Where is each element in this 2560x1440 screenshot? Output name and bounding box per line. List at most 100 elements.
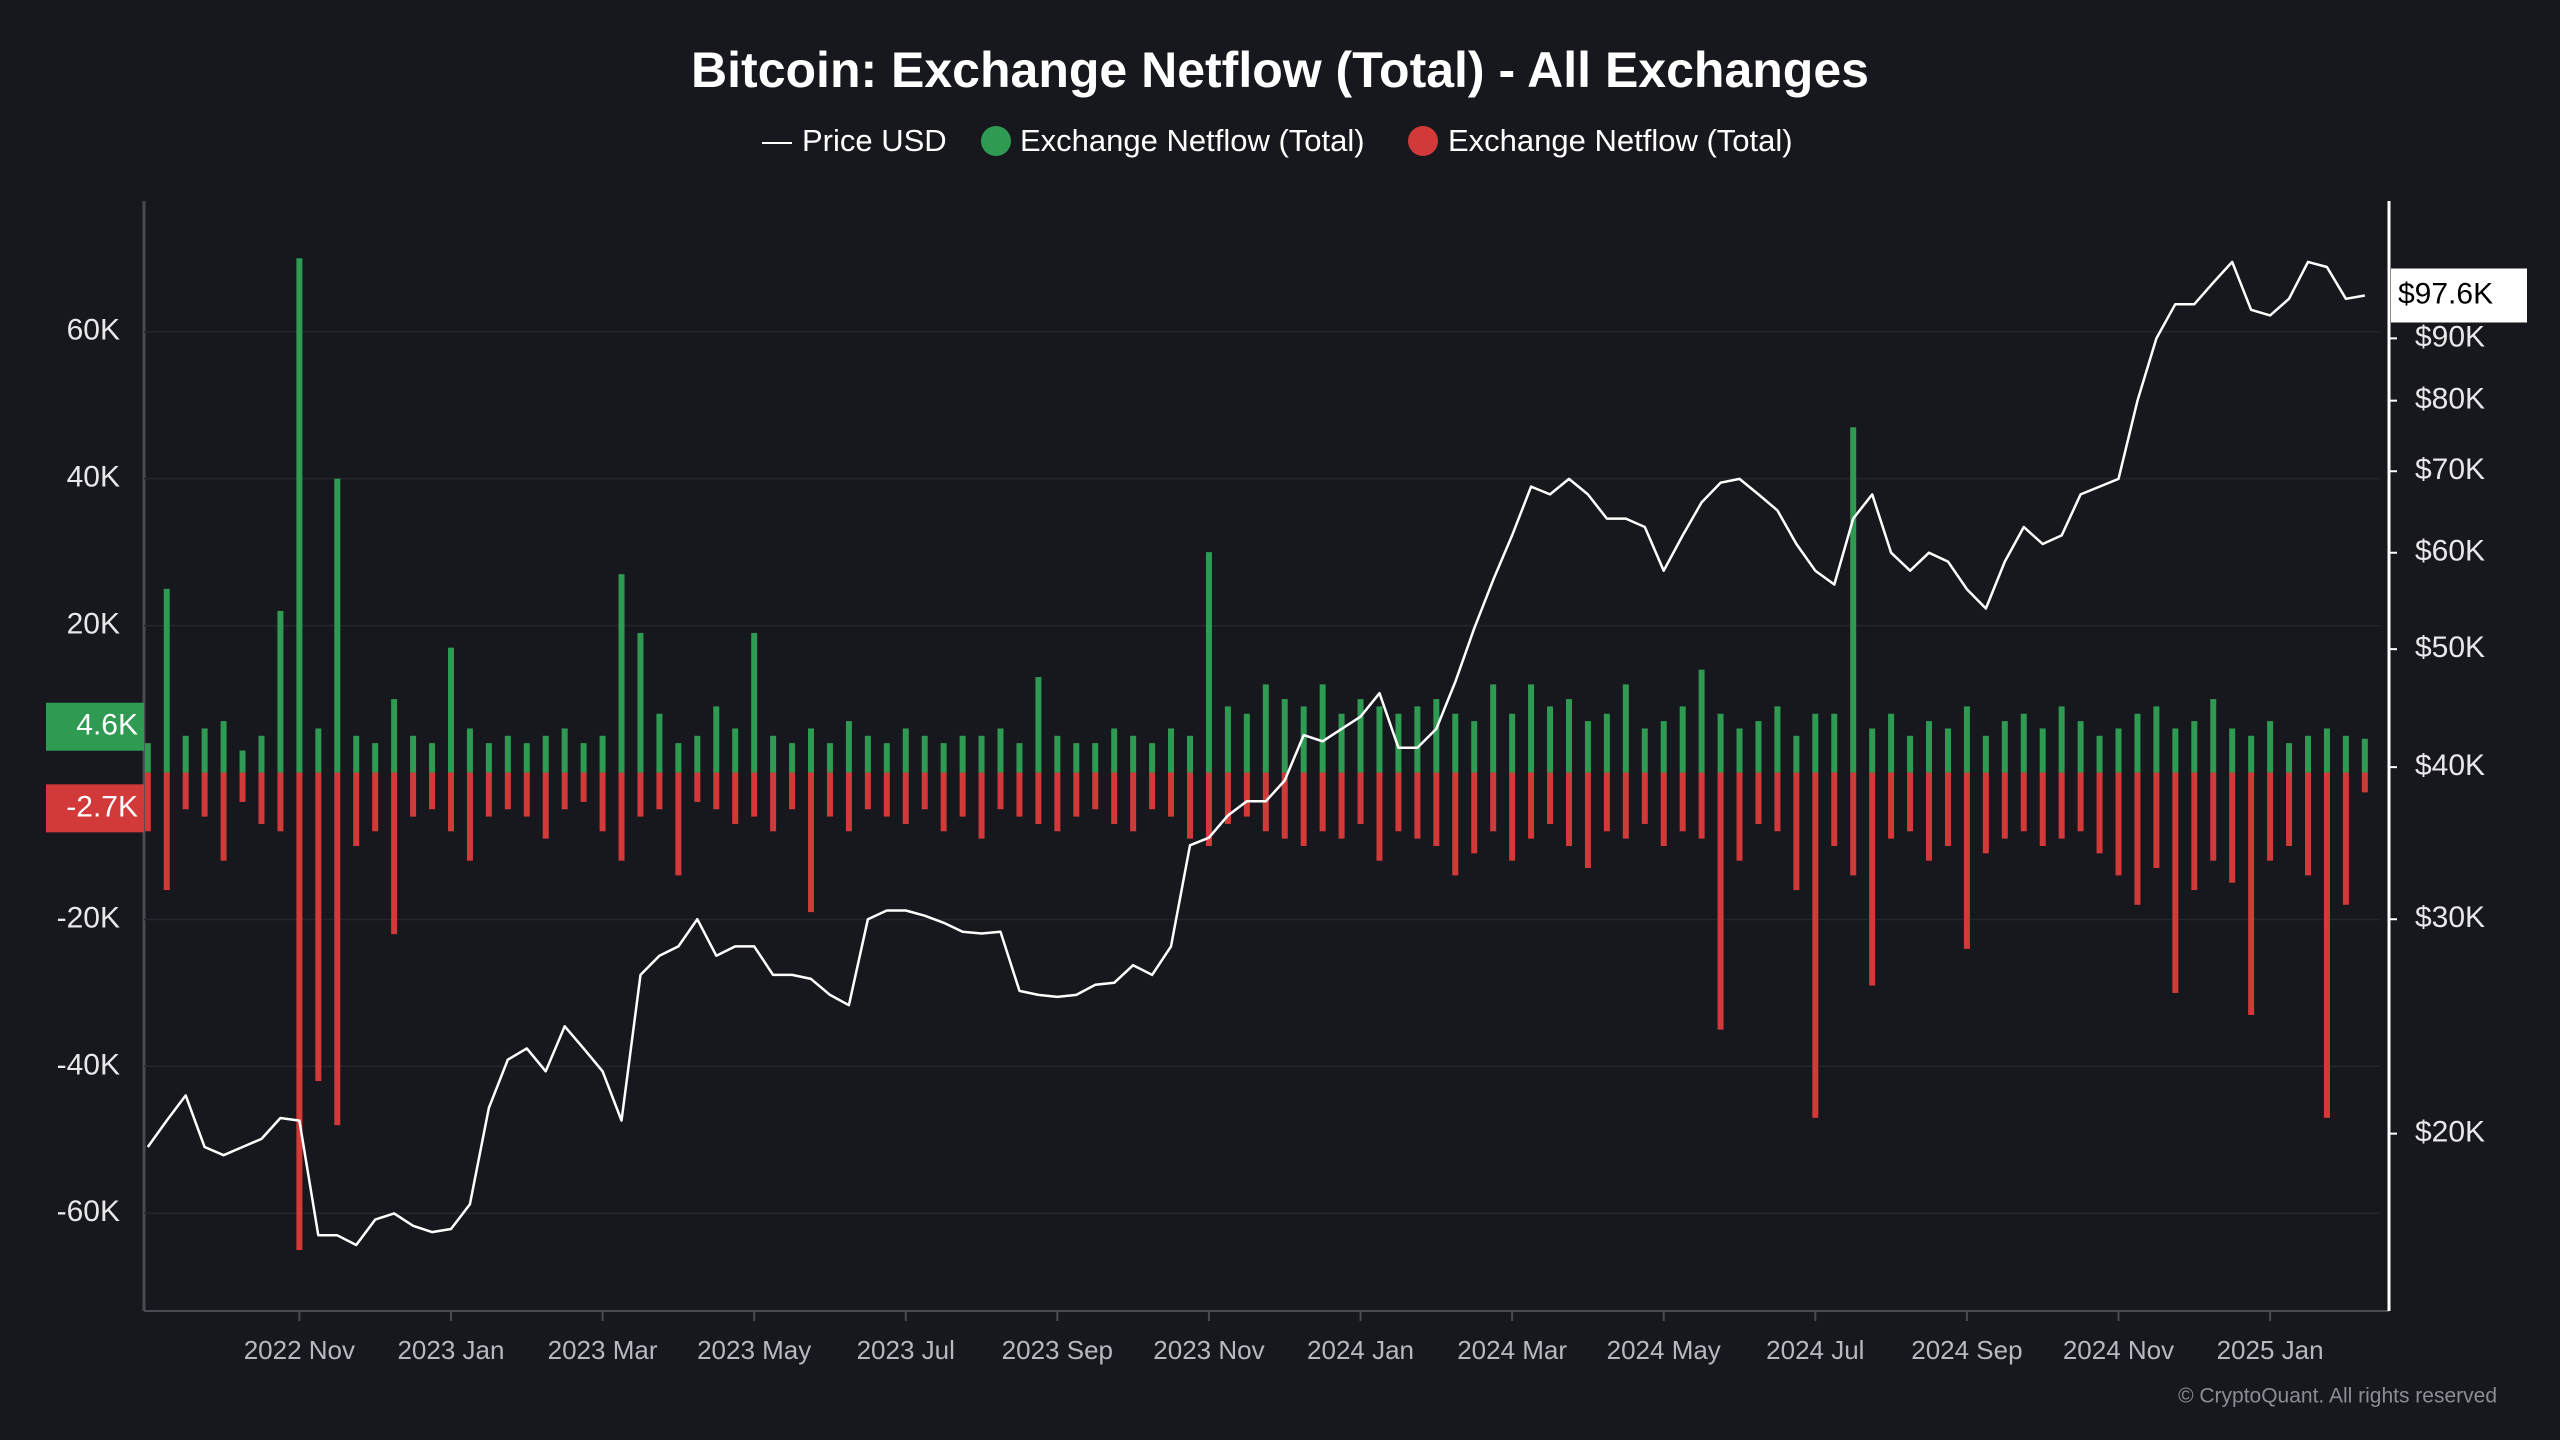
bar [1490, 684, 1497, 773]
y-tick-label: 40K [67, 461, 120, 494]
bar [163, 588, 170, 773]
last-value-tag [46, 784, 144, 833]
bar [997, 728, 1004, 773]
bar [1073, 743, 1080, 773]
bar [732, 728, 739, 773]
bar [656, 713, 663, 773]
bar [675, 743, 682, 773]
bar [182, 735, 189, 773]
bar [523, 772, 530, 817]
legend-label: Exchange Netflow (Total) [1448, 123, 1793, 158]
bar [1944, 728, 1951, 773]
price-line [146, 260, 2366, 1247]
bar [1982, 772, 1989, 854]
bar [1755, 721, 1762, 773]
bar [144, 743, 151, 773]
y2-tick-label: $40K [2415, 749, 2485, 782]
bar [845, 772, 852, 832]
bar [2077, 721, 2084, 773]
bar [391, 699, 398, 773]
bar [1395, 772, 1402, 832]
bar [1547, 772, 1554, 824]
bar [1812, 713, 1819, 773]
bar [1224, 706, 1231, 773]
bar [940, 743, 947, 773]
bar [826, 772, 833, 817]
bar [1186, 735, 1193, 773]
bar [1111, 728, 1118, 773]
bar [1926, 772, 1933, 861]
bar [808, 772, 815, 913]
bar [1963, 772, 1970, 949]
bar [1793, 772, 1800, 891]
bar [372, 772, 379, 832]
bar [1888, 713, 1895, 773]
bar [1186, 772, 1193, 839]
bar [883, 743, 890, 773]
bar [2210, 772, 2217, 861]
bar [334, 478, 341, 773]
bar [2191, 721, 2198, 773]
bar [1812, 772, 1819, 1118]
bar [694, 772, 701, 802]
bar [2304, 772, 2311, 876]
legend-label: Exchange Netflow (Total) [1020, 123, 1365, 158]
bar [2286, 743, 2293, 773]
x-tick-label: 2022 Nov [244, 1335, 355, 1365]
bar [2134, 713, 2141, 773]
legend-marker [1408, 126, 1438, 156]
bar [1395, 713, 1402, 773]
bar [182, 772, 189, 810]
bar [1035, 677, 1042, 773]
bar [410, 735, 417, 773]
bar [1831, 772, 1838, 846]
bar [1357, 772, 1364, 824]
bar [2267, 721, 2274, 773]
bar [751, 772, 758, 817]
bar [1414, 706, 1421, 773]
bar [1584, 772, 1591, 869]
bar [1963, 706, 1970, 773]
bar [201, 728, 208, 773]
bar [504, 772, 511, 810]
bar [902, 772, 909, 824]
bar [902, 728, 909, 773]
y-tick-label: -20K [57, 901, 120, 934]
bar [220, 721, 227, 773]
bar [391, 772, 398, 935]
bar [466, 772, 473, 861]
bar [2039, 772, 2046, 846]
price-tag-label: $97.6K [2398, 277, 2493, 310]
bar [1926, 721, 1933, 773]
bar [2229, 728, 2236, 773]
bar [447, 647, 454, 773]
bar [2058, 706, 2065, 773]
x-tick-label: 2024 May [1607, 1335, 1721, 1365]
bar [1376, 772, 1383, 861]
bar [1869, 728, 1876, 773]
bar [921, 735, 928, 773]
bar [2039, 728, 2046, 773]
bar [2323, 728, 2330, 773]
bar [1357, 699, 1364, 773]
bar [1565, 699, 1572, 773]
bar [1679, 706, 1686, 773]
bar [1622, 772, 1629, 839]
bar [978, 772, 985, 839]
bar [1698, 669, 1705, 773]
bar [921, 772, 928, 810]
bar [2134, 772, 2141, 905]
x-tick-label: 2024 Mar [1457, 1335, 1567, 1365]
bar [2286, 772, 2293, 846]
bar [1547, 706, 1554, 773]
bar [542, 772, 549, 839]
bar [675, 772, 682, 876]
bar [1452, 713, 1459, 773]
bar [1205, 552, 1212, 773]
bar [789, 772, 796, 810]
last-value-label: -2.7K [66, 790, 138, 823]
bar [1831, 713, 1838, 773]
bar [1660, 772, 1667, 846]
bar [978, 735, 985, 773]
